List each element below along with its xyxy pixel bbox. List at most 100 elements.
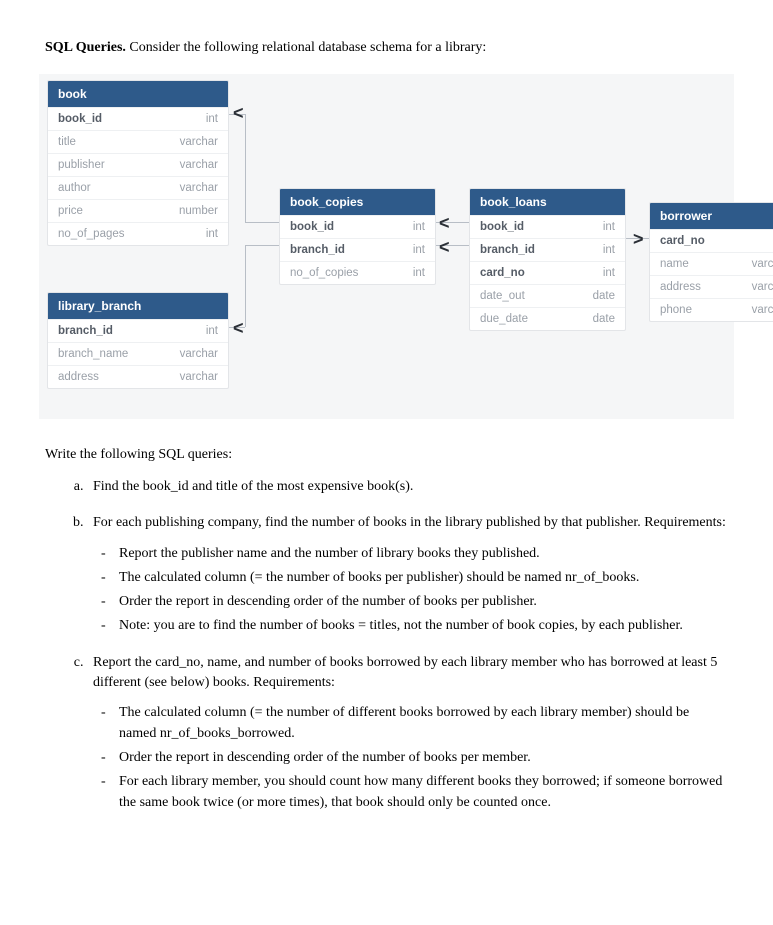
requirement-item: Report the publisher name and the number…: [97, 544, 728, 564]
column-type: varchar: [172, 348, 218, 360]
schema-diagram: bookbook_idinttitlevarcharpublishervarch…: [39, 74, 734, 419]
column-type: varchar: [172, 371, 218, 383]
table-row: phonevarchar: [650, 298, 773, 321]
column-name: no_of_pages: [58, 228, 198, 240]
column-type: date: [585, 313, 615, 325]
question-b-intro: For each publishing company, find the nu…: [93, 515, 726, 530]
column-name: book_id: [480, 221, 595, 233]
column-type: int: [595, 221, 615, 233]
table-header: library_branch: [48, 293, 228, 319]
requirement-item: Order the report in descending order of …: [97, 592, 728, 612]
relation-arrow: <: [233, 104, 244, 122]
column-type: varchar: [172, 159, 218, 171]
question-a: Find the book_id and title of the most e…: [87, 477, 728, 497]
column-name: branch_id: [58, 325, 198, 337]
table-row: addressvarchar: [48, 365, 228, 388]
column-type: number: [171, 205, 218, 217]
column-type: int: [198, 228, 218, 240]
prompt-text: Write the following SQL queries:: [45, 447, 728, 463]
table-row: pricenumber: [48, 199, 228, 222]
table-header: book_loans: [470, 189, 625, 215]
table-row: no_of_pagesint: [48, 222, 228, 245]
heading-rest: Consider the following relational databa…: [126, 40, 486, 55]
table-row: book_idint: [470, 215, 625, 238]
table-row: publishervarchar: [48, 153, 228, 176]
column-name: publisher: [58, 159, 172, 171]
table-row: addressvarchar: [650, 275, 773, 298]
question-c-requirements: The calculated column (= the number of d…: [93, 703, 728, 812]
column-name: branch_id: [290, 244, 405, 256]
column-type: varchar: [744, 281, 773, 293]
column-name: date_out: [480, 290, 585, 302]
column-name: name: [660, 258, 744, 270]
column-name: branch_name: [58, 348, 172, 360]
table-row: authorvarchar: [48, 176, 228, 199]
column-type: int: [405, 221, 425, 233]
column-type: int: [198, 325, 218, 337]
table-book_copies: book_copiesbook_idintbranch_idintno_of_c…: [279, 188, 436, 285]
column-name: card_no: [660, 235, 770, 247]
question-c: Report the card_no, name, and number of …: [87, 653, 728, 813]
requirement-item: The calculated column (= the number of b…: [97, 568, 728, 588]
table-book_loans: book_loansbook_idintbranch_idintcard_noi…: [469, 188, 626, 331]
table-row: branch_idint: [280, 238, 435, 261]
table-header: borrower: [650, 203, 773, 229]
table-row: branch_idint: [470, 238, 625, 261]
column-name: book_id: [290, 221, 405, 233]
question-c-intro: Report the card_no, name, and number of …: [93, 655, 717, 690]
column-type: varchar: [172, 182, 218, 194]
column-name: due_date: [480, 313, 585, 325]
table-borrower: borrowercard_nointnamevarcharaddressvarc…: [649, 202, 773, 322]
column-name: price: [58, 205, 171, 217]
table-row: card_noint: [470, 261, 625, 284]
column-name: phone: [660, 304, 744, 316]
requirement-item: The calculated column (= the number of d…: [97, 703, 728, 744]
table-row: due_datedate: [470, 307, 625, 330]
question-b-requirements: Report the publisher name and the number…: [93, 544, 728, 637]
relation-arrow: <: [233, 319, 244, 337]
table-header: book_copies: [280, 189, 435, 215]
column-type: varchar: [744, 258, 773, 270]
column-type: date: [585, 290, 615, 302]
table-row: namevarchar: [650, 252, 773, 275]
relation-arrow: <: [439, 238, 450, 256]
requirement-item: For each library member, you should coun…: [97, 772, 728, 813]
table-row: date_outdate: [470, 284, 625, 307]
column-name: author: [58, 182, 172, 194]
heading-bold: SQL Queries.: [45, 40, 126, 55]
column-name: address: [660, 281, 744, 293]
connector: [245, 245, 246, 327]
column-name: branch_id: [480, 244, 595, 256]
column-type: int: [595, 244, 615, 256]
connector: [245, 222, 279, 223]
relation-arrow: >: [633, 230, 644, 248]
question-b: For each publishing company, find the nu…: [87, 513, 728, 636]
table-book: bookbook_idinttitlevarcharpublishervarch…: [47, 80, 229, 246]
table-row: branch_idint: [48, 319, 228, 342]
page-heading: SQL Queries. Consider the following rela…: [45, 40, 728, 56]
table-row: titlevarchar: [48, 130, 228, 153]
column-type: int: [595, 267, 615, 279]
column-name: title: [58, 136, 172, 148]
table-row: branch_namevarchar: [48, 342, 228, 365]
connector: [245, 245, 279, 246]
column-name: card_no: [480, 267, 595, 279]
column-name: no_of_copies: [290, 267, 405, 279]
requirement-item: Note: you are to find the number of book…: [97, 616, 728, 636]
table-row: card_noint: [650, 229, 773, 252]
table-row: book_idint: [280, 215, 435, 238]
requirement-item: Order the report in descending order of …: [97, 748, 728, 768]
relation-arrow: <: [439, 214, 450, 232]
table-row: book_idint: [48, 107, 228, 130]
column-type: varchar: [744, 304, 773, 316]
question-list: Find the book_id and title of the most e…: [45, 477, 728, 813]
column-name: book_id: [58, 113, 198, 125]
connector: [245, 114, 246, 222]
table-library_branch: library_branchbranch_idintbranch_namevar…: [47, 292, 229, 389]
question-a-text: Find the book_id and title of the most e…: [93, 479, 413, 494]
column-type: int: [405, 244, 425, 256]
column-type: int: [198, 113, 218, 125]
column-type: int: [405, 267, 425, 279]
table-header: book: [48, 81, 228, 107]
column-type: varchar: [172, 136, 218, 148]
